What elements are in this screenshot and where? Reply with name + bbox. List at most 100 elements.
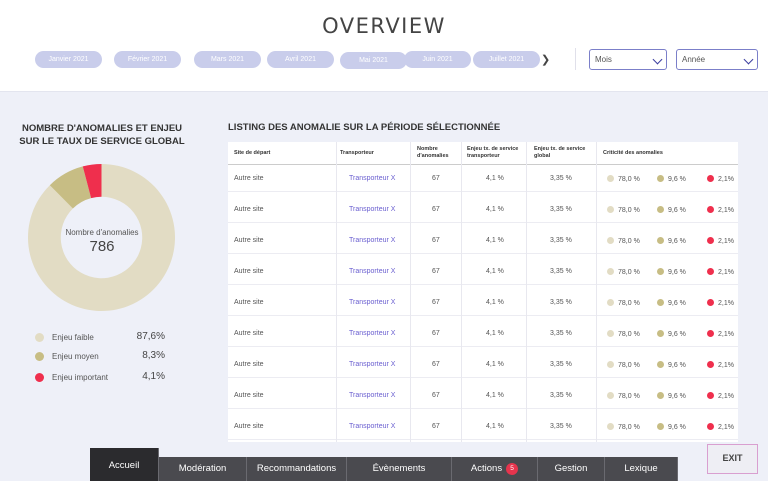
- crit-medium-value: 9,6 %: [668, 269, 686, 276]
- cell-enjeu-transporteur: 4,1 %: [486, 423, 504, 430]
- crit-medium-value: 9,6 %: [668, 207, 686, 214]
- cell-site: Autre site: [234, 268, 264, 275]
- tab-evenements[interactable]: Évènements: [347, 457, 452, 481]
- cell-transporteur-link[interactable]: Transporteur X: [349, 361, 396, 368]
- page-title: OVERVIEW: [322, 14, 446, 38]
- cell-nombre: 67: [432, 361, 440, 368]
- dot-medium-icon: [657, 299, 664, 306]
- crit-high: 2,1%: [707, 330, 734, 338]
- dot-low-icon: [607, 299, 614, 306]
- crit-high: 2,1%: [707, 237, 734, 245]
- cell-enjeu-global: 3,35 %: [550, 268, 572, 275]
- table-row: Autre site Transporteur X 67 4,1 % 3,35 % 78,…: [228, 383, 738, 409]
- dot-low-icon: [607, 392, 614, 399]
- donut-segment-high: [82, 163, 102, 199]
- cell-transporteur-link[interactable]: Transporteur X: [349, 206, 396, 213]
- divider: [575, 48, 576, 70]
- month-pill-mars[interactable]: Mars 2021: [194, 51, 261, 68]
- cell-transporteur-link[interactable]: Transporteur X: [349, 423, 396, 430]
- cell-transporteur-link[interactable]: Transporteur X: [349, 268, 396, 275]
- dot-low-icon: [607, 361, 614, 368]
- legend-value: 8,3%: [142, 350, 165, 361]
- tab-actions[interactable]: Actions 5: [452, 457, 538, 481]
- crit-high: 2,1%: [707, 423, 734, 431]
- crit-low: 78,0 %: [607, 392, 640, 400]
- crit-low-value: 78,0 %: [618, 331, 640, 338]
- column-separator: [596, 142, 597, 442]
- crit-high: 2,1%: [707, 206, 734, 214]
- tab-gestion[interactable]: Gestion: [538, 457, 605, 481]
- month-pill-juillet[interactable]: Juillet 2021: [473, 51, 540, 68]
- chevron-right-icon[interactable]: ❯: [541, 54, 551, 66]
- crit-medium: 9,6 %: [657, 237, 686, 245]
- exit-button[interactable]: EXIT: [707, 444, 758, 474]
- legend-item-low: Enjeu faible 87,6%: [35, 331, 165, 345]
- tab-lexique[interactable]: Lexique: [605, 457, 678, 481]
- dot-medium-icon: [657, 392, 664, 399]
- cell-nombre: 67: [432, 330, 440, 337]
- cell-nombre: 67: [432, 423, 440, 430]
- tab-actions-label: Actions: [470, 463, 503, 474]
- crit-low: 78,0 %: [607, 237, 640, 245]
- dot-low-icon: [607, 237, 614, 244]
- month-pill-janvier[interactable]: Janvier 2021: [35, 51, 102, 68]
- crit-medium: 9,6 %: [657, 330, 686, 338]
- header-criticite: Criticité des anomalies: [603, 150, 663, 156]
- crit-medium-value: 9,6 %: [668, 424, 686, 431]
- cell-enjeu-transporteur: 4,1 %: [486, 206, 504, 213]
- column-separator: [336, 142, 337, 442]
- cell-enjeu-global: 3,35 %: [550, 299, 572, 306]
- cell-site: Autre site: [234, 299, 264, 306]
- crit-high: 2,1%: [707, 175, 734, 183]
- year-select-value: Année: [682, 55, 706, 64]
- legend-item-high: Enjeu important 4,1%: [35, 371, 165, 385]
- crit-low: 78,0 %: [607, 361, 640, 369]
- cell-transporteur-link[interactable]: Transporteur X: [349, 330, 396, 337]
- dot-low-icon: [607, 268, 614, 275]
- crit-medium: 9,6 %: [657, 423, 686, 431]
- month-pill-fevrier[interactable]: Février 2021: [114, 51, 181, 68]
- dot-medium-icon: [657, 361, 664, 368]
- month-pill-mai[interactable]: Mai 2021: [340, 52, 407, 69]
- crit-low-value: 78,0 %: [618, 424, 640, 431]
- tab-recommandations[interactable]: Recommandations: [247, 457, 347, 481]
- month-pill-avril[interactable]: Avril 2021: [267, 51, 334, 68]
- crit-high: 2,1%: [707, 268, 734, 276]
- cell-nombre: 67: [432, 392, 440, 399]
- cell-site: Autre site: [234, 206, 264, 213]
- period-select[interactable]: Mois: [589, 49, 667, 70]
- donut-center-value: 786: [89, 238, 115, 255]
- legend-label: Enjeu important: [52, 373, 109, 382]
- crit-low: 78,0 %: [607, 330, 640, 338]
- crit-medium: 9,6 %: [657, 392, 686, 400]
- table-row: Autre site Transporteur X 67 4,1 % 3,35 % 78,…: [228, 166, 738, 192]
- dot-high-icon: [707, 361, 714, 368]
- header-nombre: Nombre d'anomalies: [417, 146, 449, 159]
- cell-transporteur-link[interactable]: Transporteur X: [349, 299, 396, 306]
- table-row: Autre site Transporteur X 67 4,1 % 3,35 % 78,…: [228, 352, 738, 378]
- crit-high-value: 2,1%: [718, 393, 734, 400]
- cell-transporteur-link[interactable]: Transporteur X: [349, 392, 396, 399]
- crit-medium-value: 9,6 %: [668, 331, 686, 338]
- cell-transporteur-link[interactable]: Transporteur X: [349, 175, 396, 182]
- anomalies-panel-title: NOMBRE D'ANOMALIES ET ENJEU SUR LE TAUX …: [19, 123, 185, 147]
- month-pill-juin[interactable]: Juin 2021: [404, 51, 471, 68]
- tab-accueil[interactable]: Accueil: [90, 448, 159, 481]
- table-header: Site de départ Transporteur Nombre d'ano…: [228, 142, 738, 165]
- crit-low-value: 78,0 %: [618, 176, 640, 183]
- cell-site: Autre site: [234, 423, 264, 430]
- cell-nombre: 67: [432, 237, 440, 244]
- crit-high-value: 2,1%: [718, 300, 734, 307]
- year-select[interactable]: Année: [676, 49, 758, 70]
- crit-medium-value: 9,6 %: [668, 300, 686, 307]
- crit-low-value: 78,0 %: [618, 362, 640, 369]
- cell-enjeu-global: 3,35 %: [550, 175, 572, 182]
- cell-nombre: 67: [432, 175, 440, 182]
- crit-low: 78,0 %: [607, 175, 640, 183]
- cell-enjeu-global: 3,35 %: [550, 237, 572, 244]
- cell-transporteur-link[interactable]: Transporteur X: [349, 237, 396, 244]
- crit-high-value: 2,1%: [718, 176, 734, 183]
- tab-moderation[interactable]: Modération: [159, 457, 247, 481]
- crit-medium: 9,6 %: [657, 268, 686, 276]
- cell-enjeu-global: 3,35 %: [550, 206, 572, 213]
